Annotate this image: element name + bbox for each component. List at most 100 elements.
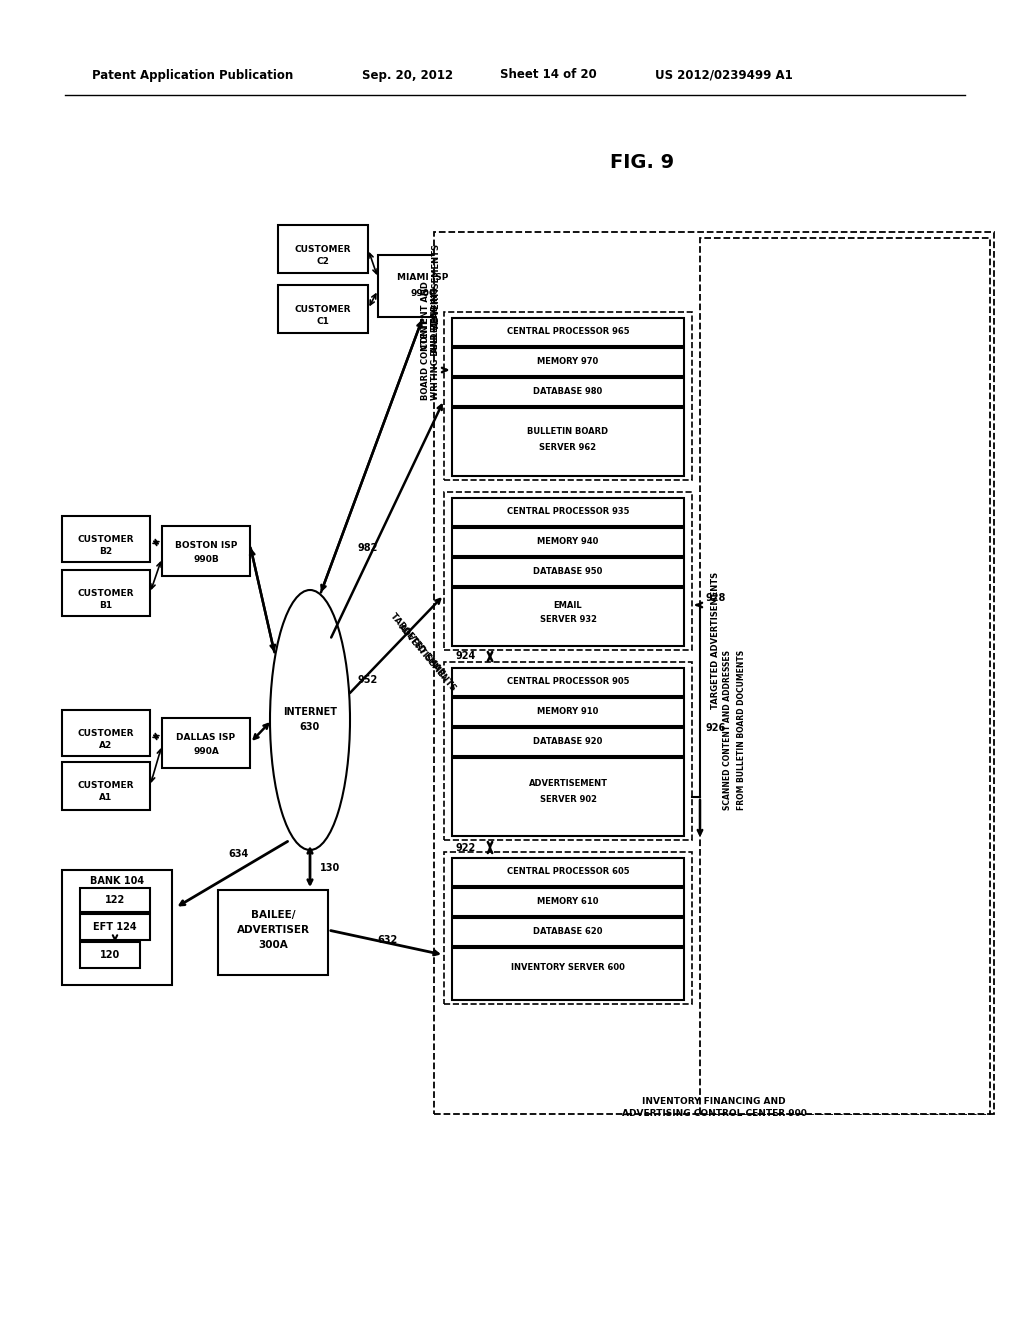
Bar (434, 232, 994, 1114)
Text: ADVERTISEMENTS: ADVERTISEMENTS (431, 243, 440, 327)
Ellipse shape (270, 590, 350, 850)
Text: SERVER 932: SERVER 932 (540, 615, 597, 624)
Bar (452, 587, 684, 645)
Text: TARGETED ADVERTISEMENTS: TARGETED ADVERTISEMENTS (711, 572, 720, 709)
Text: C2: C2 (316, 256, 330, 265)
Text: BOARD CONTENT: BOARD CONTENT (421, 319, 429, 400)
Bar (278, 224, 368, 273)
Bar (378, 255, 468, 317)
Bar (452, 408, 684, 477)
Bar (62, 870, 172, 985)
Bar (444, 663, 692, 840)
Text: MEMORY 610: MEMORY 610 (538, 898, 599, 907)
Text: CENTRAL PROCESSOR 935: CENTRAL PROCESSOR 935 (507, 507, 630, 516)
Text: MEMORY 940: MEMORY 940 (538, 537, 599, 546)
Text: Sep. 20, 2012: Sep. 20, 2012 (362, 69, 454, 82)
Bar (452, 378, 684, 407)
Text: CENTRAL PROCESSOR 965: CENTRAL PROCESSOR 965 (507, 327, 630, 337)
Bar (444, 312, 692, 480)
Bar (452, 318, 684, 346)
Text: DATABASE 980: DATABASE 980 (534, 388, 603, 396)
Bar (452, 498, 684, 525)
Text: BANK 104: BANK 104 (90, 876, 144, 886)
Bar (218, 890, 328, 975)
Text: 632: 632 (378, 935, 398, 945)
Bar (452, 758, 684, 836)
Bar (452, 348, 684, 376)
Text: AND READING: AND READING (431, 286, 440, 352)
Bar (452, 858, 684, 886)
Bar (278, 285, 368, 333)
Text: DATABASE 920: DATABASE 920 (534, 738, 603, 747)
Text: DATABASE 620: DATABASE 620 (534, 928, 603, 936)
Bar (62, 762, 150, 810)
Text: CUSTOMER: CUSTOMER (78, 535, 134, 544)
Text: MEMORY 970: MEMORY 970 (538, 358, 599, 367)
Text: MIAMI ISP: MIAMI ISP (397, 273, 449, 282)
Bar (452, 888, 684, 916)
Text: 630: 630 (300, 722, 321, 733)
Bar (452, 917, 684, 946)
Bar (452, 698, 684, 726)
Text: 924: 924 (456, 651, 476, 661)
Bar (452, 668, 684, 696)
Bar (162, 718, 250, 768)
Text: DALLAS ISP: DALLAS ISP (176, 734, 236, 742)
Text: 922: 922 (456, 843, 476, 853)
Bar (452, 558, 684, 586)
Text: 990B: 990B (194, 556, 219, 565)
Text: 122: 122 (104, 895, 125, 906)
Text: 982: 982 (358, 543, 379, 553)
Text: 928: 928 (706, 593, 726, 603)
Bar (444, 492, 692, 649)
Text: ADVERTISEMENT: ADVERTISEMENT (528, 780, 607, 788)
Text: SCANNED CONTENT AND ADDRESSES: SCANNED CONTENT AND ADDRESSES (724, 649, 732, 810)
Text: BOSTON ISP: BOSTON ISP (175, 541, 238, 550)
Text: INVENTORY FINANCING AND: INVENTORY FINANCING AND (642, 1097, 785, 1106)
Text: CENTRAL PROCESSOR 905: CENTRAL PROCESSOR 905 (507, 677, 630, 686)
Bar (444, 851, 692, 1005)
Bar (452, 948, 684, 1001)
Bar (80, 942, 140, 968)
Bar (452, 729, 684, 756)
Text: EMAIL: EMAIL (554, 602, 583, 610)
Text: CUSTOMER: CUSTOMER (295, 305, 351, 314)
Text: 130: 130 (319, 863, 340, 873)
Text: EFT 124: EFT 124 (93, 921, 137, 932)
Text: WRITING BULLETIN: WRITING BULLETIN (431, 310, 440, 400)
Text: 952: 952 (358, 675, 378, 685)
Text: 990C: 990C (411, 289, 436, 297)
Bar (62, 570, 150, 616)
Text: 990A: 990A (194, 747, 219, 756)
Text: INTERNET: INTERNET (283, 708, 337, 717)
Bar (62, 710, 150, 756)
Bar (62, 516, 150, 562)
Text: TARGETED EMAIL: TARGETED EMAIL (388, 611, 446, 678)
Text: B1: B1 (99, 601, 113, 610)
Text: CENTRAL PROCESSOR 605: CENTRAL PROCESSOR 605 (507, 867, 630, 876)
Text: SERVER 902: SERVER 902 (540, 796, 597, 804)
Bar (80, 913, 150, 940)
Bar (162, 525, 250, 576)
Text: CUSTOMER: CUSTOMER (78, 589, 134, 598)
Text: DATABASE 950: DATABASE 950 (534, 568, 603, 577)
Bar (80, 888, 150, 912)
Text: FIG. 9: FIG. 9 (610, 153, 674, 173)
Text: 300A: 300A (258, 940, 288, 950)
Text: A1: A1 (99, 793, 113, 803)
Text: BAILEE/: BAILEE/ (251, 909, 295, 920)
Text: CUSTOMER: CUSTOMER (78, 781, 134, 791)
Text: CONTENT AND: CONTENT AND (421, 281, 429, 348)
Text: SERVER 962: SERVER 962 (540, 442, 597, 451)
Text: CUSTOMER: CUSTOMER (78, 729, 134, 738)
Text: US 2012/0239499 A1: US 2012/0239499 A1 (655, 69, 793, 82)
Text: ADVERTISING CONTROL CENTER 900: ADVERTISING CONTROL CENTER 900 (622, 1109, 807, 1118)
Text: BULLETIN BOARD: BULLETIN BOARD (527, 428, 608, 437)
Text: 634: 634 (228, 849, 248, 859)
Text: 926: 926 (706, 723, 726, 733)
Text: Sheet 14 of 20: Sheet 14 of 20 (500, 69, 597, 82)
Bar (452, 528, 684, 556)
Bar (700, 238, 990, 1114)
Text: MEMORY 910: MEMORY 910 (538, 708, 599, 717)
Text: INVENTORY SERVER 600: INVENTORY SERVER 600 (511, 964, 625, 973)
